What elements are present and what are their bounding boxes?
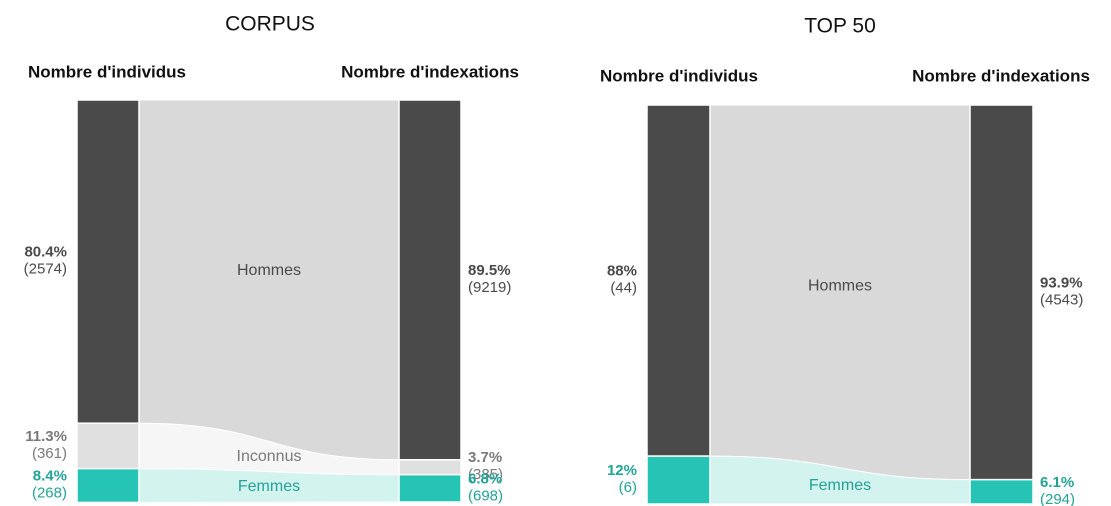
count-label: (361) <box>32 445 67 462</box>
value-label: 8.4% <box>33 467 67 484</box>
value-label: 89.5% <box>468 262 511 279</box>
axis-label: Nombre d'indexations <box>341 62 519 81</box>
count-label: (4543) <box>1040 291 1083 308</box>
node-bar <box>646 455 711 505</box>
value-label: 80.4% <box>24 244 67 261</box>
value-label: 12% <box>607 462 637 479</box>
count-label: (385) <box>468 466 503 483</box>
value-label: 3.7% <box>468 449 502 466</box>
value-label: 11.3% <box>25 428 67 445</box>
node-bar <box>646 104 711 457</box>
flow-label: Femmes <box>809 477 871 494</box>
count-label: (294) <box>1040 491 1075 506</box>
flow-label: Femmes <box>238 478 300 495</box>
node-bar <box>398 99 462 461</box>
flow-label: Hommes <box>237 262 301 279</box>
node-bar <box>76 99 140 424</box>
node-bar <box>76 467 140 504</box>
axis-label: Nombre d'individus <box>600 66 758 85</box>
count-label: (268) <box>32 484 67 501</box>
count-label: (6) <box>619 479 637 496</box>
count-label: (9219) <box>468 279 511 296</box>
chart-title: CORPUS <box>225 13 315 36</box>
node-bar <box>969 104 1034 481</box>
node-bar <box>969 478 1034 505</box>
count-label: (2574) <box>24 261 67 278</box>
value-label: 6.1% <box>1040 474 1074 491</box>
value-label: 93.9% <box>1040 274 1083 291</box>
flow-label: Inconnus <box>237 448 302 465</box>
axis-label: Nombre d'indexations <box>912 66 1090 85</box>
node-bar <box>76 422 140 470</box>
value-label: 88% <box>607 263 637 280</box>
count-label: (44) <box>610 280 637 297</box>
flow-label: Hommes <box>808 278 872 295</box>
flow <box>138 99 400 461</box>
count-label: (698) <box>468 487 503 504</box>
node-bar <box>398 459 462 476</box>
chart-title: TOP 50 <box>804 15 876 38</box>
axis-label: Nombre d'individus <box>28 62 186 81</box>
node-bar <box>398 473 462 503</box>
value-label: 6.8% <box>468 470 502 487</box>
